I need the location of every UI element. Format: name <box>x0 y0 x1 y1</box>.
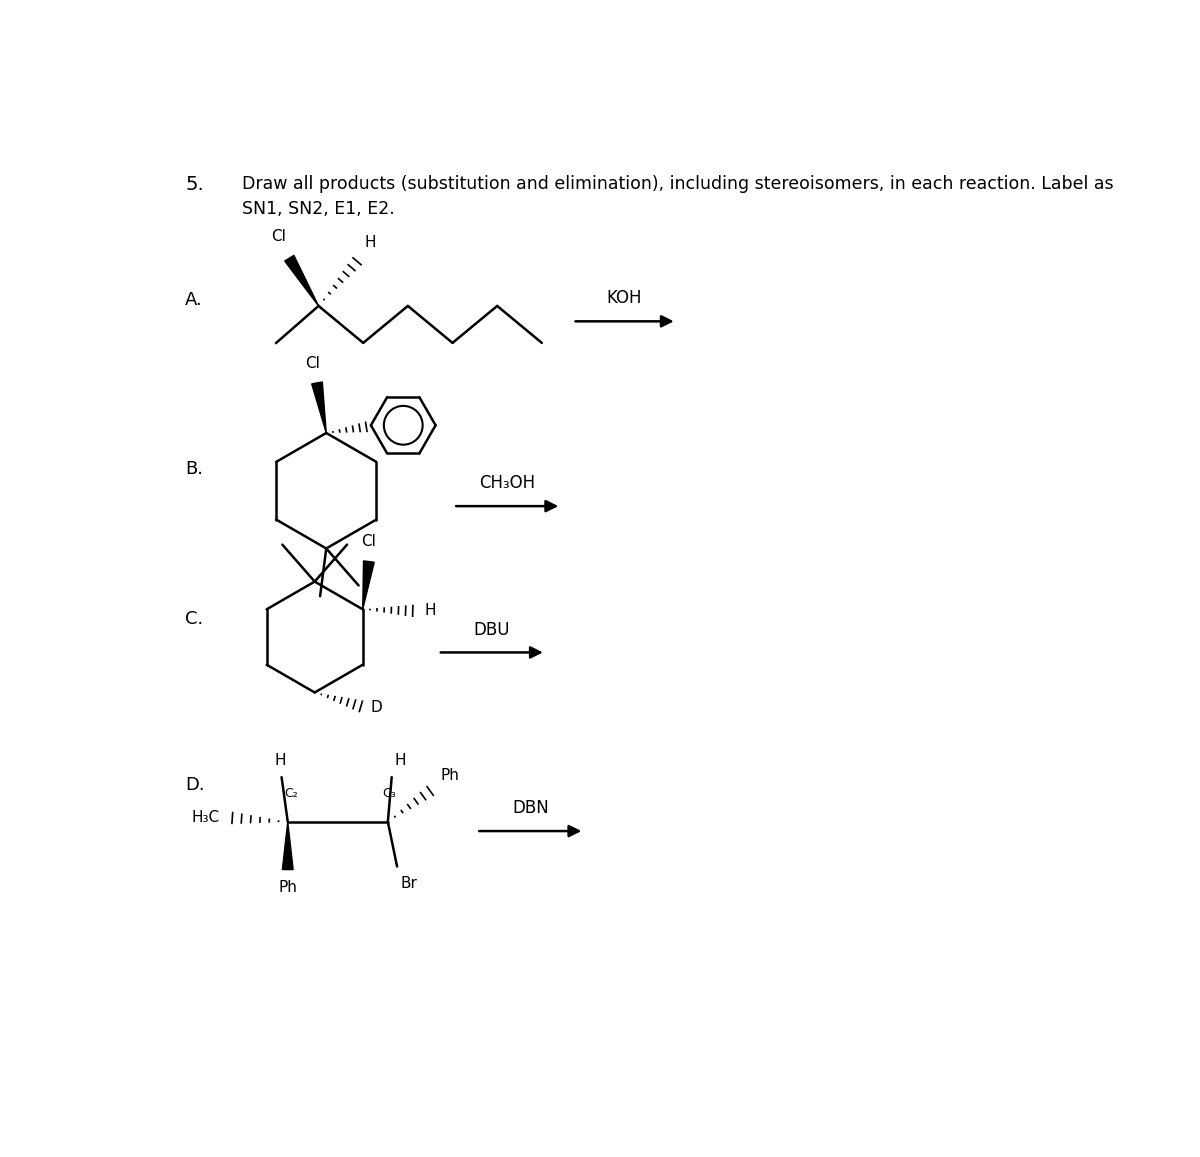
Text: DBN: DBN <box>512 799 548 817</box>
Text: 5.: 5. <box>185 175 204 194</box>
Text: Ph: Ph <box>278 879 298 894</box>
Text: B.: B. <box>185 460 203 478</box>
Text: H: H <box>275 753 286 768</box>
Text: C.: C. <box>185 610 204 628</box>
Text: Cl: Cl <box>271 229 286 244</box>
Polygon shape <box>362 561 374 610</box>
Text: A.: A. <box>185 290 203 309</box>
Polygon shape <box>284 256 318 305</box>
Text: DBU: DBU <box>474 620 510 639</box>
Text: Ph: Ph <box>440 768 460 783</box>
Text: H: H <box>365 236 377 250</box>
Text: H: H <box>425 603 436 618</box>
Text: Br: Br <box>400 876 418 891</box>
Text: C₃: C₃ <box>383 787 396 801</box>
Text: Draw all products (substitution and elimination), including stereoisomers, in ea: Draw all products (substitution and elim… <box>241 175 1114 218</box>
Polygon shape <box>312 382 326 433</box>
Text: Cl: Cl <box>361 535 377 550</box>
Text: C₂: C₂ <box>284 787 299 801</box>
Text: CH₃OH: CH₃OH <box>479 474 535 492</box>
Text: H: H <box>394 753 406 768</box>
Text: D: D <box>370 700 382 715</box>
Polygon shape <box>282 821 293 870</box>
Text: Cl: Cl <box>305 356 320 371</box>
Text: H₃C: H₃C <box>192 811 220 825</box>
Text: KOH: KOH <box>607 289 642 308</box>
Text: D.: D. <box>185 775 205 794</box>
